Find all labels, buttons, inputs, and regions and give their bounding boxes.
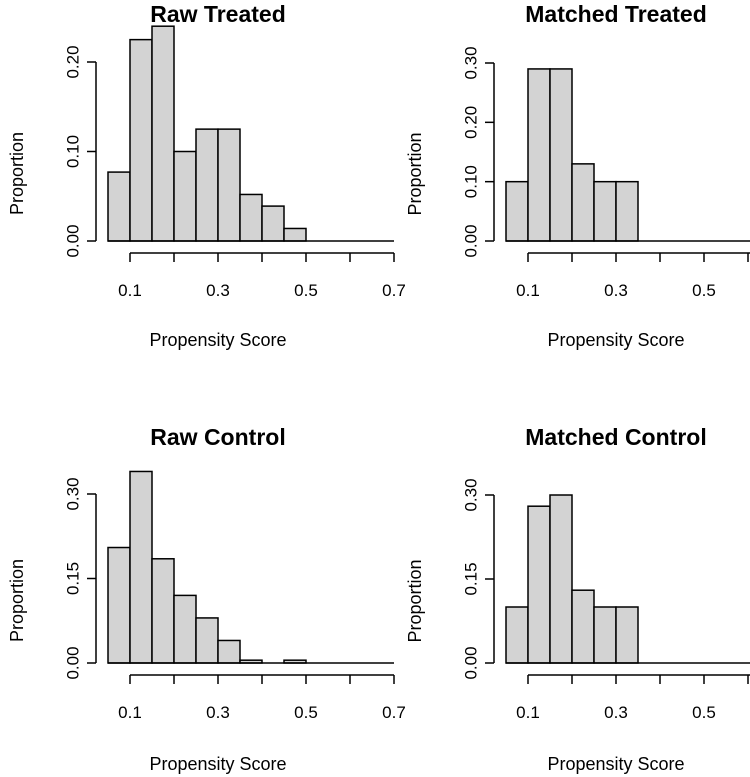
histogram-bar: [173, 594, 197, 664]
y-axis-label: Proportion: [405, 559, 425, 642]
panel-raw-treated: Raw Treated 0.00 0.10 0.20 0.1 0.3 0.5 0.7 Prope…: [7, 1, 406, 350]
histogram-bar: [173, 150, 197, 242]
y-axis-label: Proportion: [7, 132, 27, 215]
panel-matched-treated: Matched Treated 0.00 0.10 0.20 0.30 0.1 0.3 0.5…: [405, 1, 750, 350]
y-tick-label: 0.00: [63, 224, 82, 257]
x-tick-label: 0.3: [604, 703, 628, 722]
histogram-bar: [527, 68, 551, 242]
y-tick-label: 0.20: [63, 45, 82, 78]
histogram-bar: [505, 606, 529, 664]
y-tick-label: 0.00: [63, 646, 82, 679]
histogram-bar: [571, 589, 595, 664]
histogram-bar: [549, 494, 573, 664]
y-tick-label: 0.30: [63, 477, 82, 510]
y-tick-label: 0.30: [461, 46, 480, 79]
histogram-bar: [107, 546, 131, 664]
chart-title: Matched Control: [525, 424, 706, 450]
x-tick-label: 0.5: [294, 281, 318, 300]
x-tick-label: 0.1: [118, 703, 142, 722]
y-tick-label: 0.15: [63, 562, 82, 595]
x-tick-label: 0.5: [692, 281, 716, 300]
chart-title: Raw Treated: [150, 1, 286, 27]
x-tick-label: 0.3: [206, 281, 230, 300]
x-axis-label: Propensity Score: [547, 754, 684, 774]
x-tick-label: 0.1: [118, 281, 142, 300]
x-axis-label: Propensity Score: [149, 330, 286, 350]
y-axis-label: Proportion: [7, 559, 27, 642]
histogram-bar: [615, 606, 639, 664]
chart-title: Matched Treated: [525, 1, 707, 27]
histogram-bar: [283, 227, 307, 242]
histogram-bar: [217, 639, 241, 664]
histogram-bar: [505, 180, 529, 242]
histogram-bar: [107, 171, 131, 242]
panel-raw-control: Raw Control 0.00 0.15 0.30 0.1 0.3 0.5 0.7 Prope…: [7, 424, 406, 774]
x-tick-label: 0.3: [206, 703, 230, 722]
histogram-bar: [195, 617, 219, 664]
x-axis-label: Propensity Score: [149, 754, 286, 774]
histogram-bar: [593, 606, 617, 664]
x-tick-label: 0.7: [382, 703, 406, 722]
x-tick-label: 0.7: [382, 281, 406, 300]
y-tick-label: 0.30: [461, 478, 480, 511]
histogram-bar: [549, 68, 573, 242]
x-axis-label: Propensity Score: [547, 330, 684, 350]
histogram-bar: [593, 180, 617, 242]
chart-title: Raw Control: [150, 424, 285, 450]
y-tick-label: 0.20: [461, 106, 480, 139]
y-tick-label: 0.15: [461, 562, 480, 595]
y-tick-label: 0.00: [461, 646, 480, 679]
panel-matched-control: Matched Control0.000.150.300.10.30.50.7P…: [405, 424, 750, 774]
histogram-bar: [151, 25, 175, 242]
x-tick-label: 0.1: [516, 703, 540, 722]
histogram-bar: [217, 128, 241, 242]
y-tick-label: 0.10: [461, 165, 480, 198]
y-tick-label: 0.10: [63, 135, 82, 168]
x-tick-label: 0.5: [692, 703, 716, 722]
histogram-bar: [151, 558, 175, 664]
histogram-bar: [527, 505, 551, 664]
histogram-bar: [571, 163, 595, 242]
x-tick-label: 0.5: [294, 703, 318, 722]
histogram-bar: [129, 470, 153, 664]
histogram-bar: [615, 180, 639, 242]
histogram-bar: [239, 193, 263, 242]
histogram-bar: [261, 205, 285, 242]
histogram-bar: [195, 128, 219, 242]
histogram-bar: [129, 38, 153, 242]
y-axis-label: Proportion: [405, 132, 425, 215]
x-tick-label: 0.1: [516, 281, 540, 300]
y-tick-label: 0.00: [461, 224, 480, 257]
x-tick-label: 0.3: [604, 281, 628, 300]
